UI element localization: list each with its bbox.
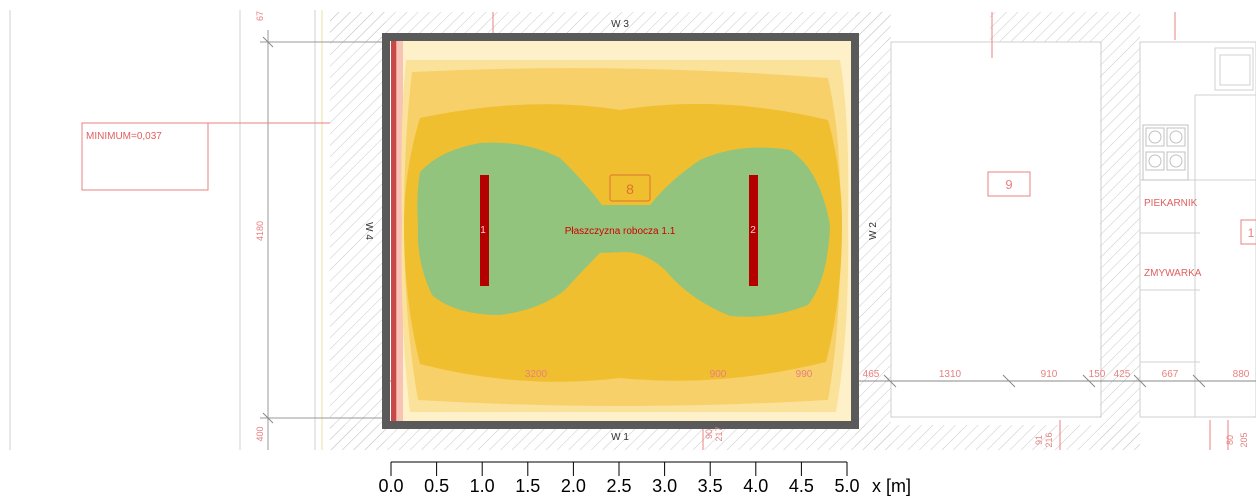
scale-tick-label: 2.5 [606, 476, 631, 496]
wall-label-top: W 3 [611, 19, 629, 30]
room-wall [382, 33, 859, 429]
scale-tick-label: 4.0 [743, 476, 768, 496]
appliance-label-dishwasher: ZMYWARKA [1144, 268, 1202, 279]
minimum-label: MINIMUM=0,037 [86, 131, 162, 142]
luminaire-2-label: 2 [750, 225, 756, 236]
horizontal-dimensions: 3200 900 990 465 1310 910 150 425 667 88… [525, 369, 1250, 380]
hatched-walls [330, 12, 1140, 450]
appliance-label-oven: PIEKARNIK [1144, 198, 1198, 209]
dimension-horizontal: 990 [796, 369, 813, 380]
luminaire-2[interactable] [749, 175, 758, 286]
dimension-horizontal: 150 [1089, 369, 1106, 380]
luminaire-1-label: 1 [480, 225, 486, 236]
dimension-horizontal: 667 [1162, 369, 1179, 380]
illuminance-contours [391, 41, 851, 421]
scale-tick-label: 0.0 [378, 476, 403, 496]
dimension-horizontal: 425 [1114, 369, 1131, 380]
neighbor-room-number-box-partial[interactable] [1240, 219, 1256, 245]
scale-tick-label: 3.0 [652, 476, 677, 496]
dimension-horizontal: 900 [710, 369, 727, 380]
neighbor-room-number-partial: 1 [1248, 226, 1255, 240]
dimension-vertical: 4180 [255, 221, 265, 241]
neighbor-room-number-box[interactable] [987, 171, 1031, 197]
dimension-bottom: 217 [714, 426, 724, 441]
scale-tick-label: 1.5 [515, 476, 540, 496]
construction-lines [9, 10, 1256, 450]
scale-tick-label: 4.5 [789, 476, 814, 496]
dimension-bottom: 216 [1044, 432, 1054, 447]
dimension-bottom: 80 [1225, 435, 1235, 445]
room-number: 8 [626, 181, 634, 197]
bottom-dimensions: 90 217 91 216 80 205 [704, 426, 1249, 447]
dimension-vertical: 67 [255, 11, 265, 21]
dimension-bottom: 205 [1239, 432, 1249, 447]
room-number-box[interactable] [609, 174, 651, 202]
dimension-horizontal: 3200 [525, 369, 548, 380]
dimension-bottom: 90 [704, 429, 714, 439]
dimension-vertical: 400 [255, 426, 265, 441]
dimension-horizontal: 880 [1233, 369, 1250, 380]
scale-unit-label: x [m] [872, 476, 911, 496]
luminaire-1[interactable] [480, 175, 489, 286]
scale-bar: 0.0 0.5 1.0 1.5 2.0 2.5 3.0 3.5 4.0 4.5 5.0 [378, 461, 860, 496]
scale-tick-label: 3.5 [698, 476, 723, 496]
luminaires: 1 2 [480, 175, 758, 286]
wall-label-right: W 2 [868, 222, 879, 240]
dimension-bottom: 91 [1034, 435, 1044, 445]
work-plane-label: Płaszczyzna robocza 1.1 [565, 226, 676, 237]
neighbor-room-number: 9 [1005, 177, 1012, 192]
stove-icon [1142, 124, 1189, 181]
scale-tick-label: 1.0 [470, 476, 495, 496]
dimension-horizontal: 1310 [939, 369, 962, 380]
scale-tick-label: 5.0 [834, 476, 859, 496]
dimension-horizontal: 910 [1041, 369, 1058, 380]
wall-label-bottom: W 1 [611, 432, 629, 443]
scale-tick-label: 2.0 [561, 476, 586, 496]
scale-tick-label: 0.5 [424, 476, 449, 496]
wall-label-left: W 4 [363, 222, 374, 240]
dimension-horizontal: 465 [863, 369, 880, 380]
vertical-dimensions: 67 4180 400 [255, 11, 265, 442]
